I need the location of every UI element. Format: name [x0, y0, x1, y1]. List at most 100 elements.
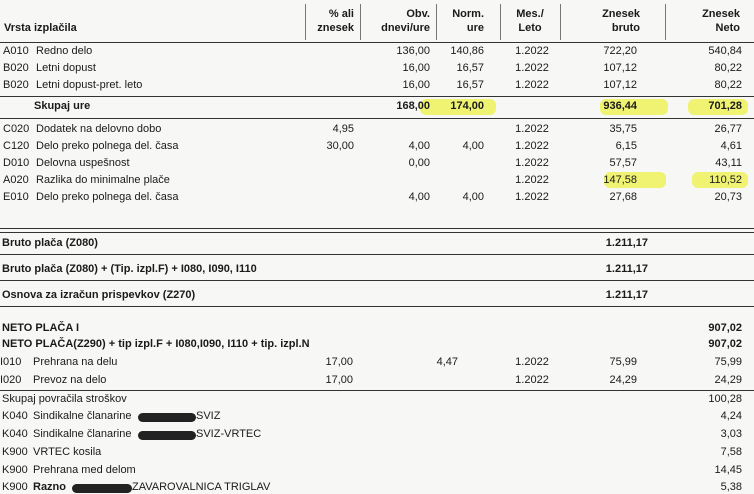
gross: 6,15	[615, 140, 637, 152]
gross: 1.211,17	[605, 289, 648, 301]
period: 1.2022	[515, 79, 549, 91]
total-label: Bruto plača (Z080) + (Tip. izpl.F) + I08…	[2, 263, 257, 275]
code: I020	[0, 374, 22, 386]
item-suffix: SVIZ	[196, 410, 221, 422]
gross: 147,58	[603, 174, 637, 186]
period: 1.2022	[515, 62, 549, 74]
column-header: Norm.	[452, 8, 484, 20]
gross: 57,57	[609, 157, 637, 169]
net: 5,38	[720, 481, 742, 493]
rule	[0, 254, 754, 255]
code: E010	[3, 191, 29, 203]
period: 1.2022	[515, 45, 549, 57]
redaction	[72, 484, 132, 493]
net: 80,22	[714, 62, 742, 74]
column-header: bruto	[611, 22, 640, 34]
highlight	[604, 172, 666, 188]
total-label: Osnova za izračun prispevkov (Z270)	[2, 289, 196, 301]
gross: 107,12	[603, 79, 637, 91]
column-header: Leto	[518, 22, 542, 34]
net-label: NETO PLAČA(Z290) + tip izpl.F + I080,I09…	[2, 338, 310, 350]
net: 24,29	[714, 374, 742, 386]
gross: 722,20	[603, 45, 637, 57]
column-header: Mes./	[516, 8, 544, 20]
rule	[0, 96, 754, 97]
percent: 30,00	[326, 140, 354, 152]
gross: 1.211,17	[605, 237, 648, 249]
item-name: Razlika do minimalne plače	[36, 174, 170, 186]
net: 26,77	[714, 123, 742, 135]
column-divider	[665, 4, 666, 40]
norm: 16,57	[456, 79, 484, 91]
net: 3,03	[720, 428, 742, 440]
net: 14,45	[714, 464, 742, 476]
item-name: Prehrana med delom	[33, 464, 136, 476]
days: 4,00	[408, 140, 430, 152]
rule	[0, 228, 754, 229]
net: 907,02	[708, 322, 742, 334]
item-name: Letni dopust	[36, 62, 96, 74]
highlight	[420, 99, 496, 115]
net: 4,24	[720, 410, 742, 422]
net-label: NETO PLAČA I	[2, 322, 80, 334]
period: 1.2022	[515, 140, 549, 152]
redaction	[138, 431, 196, 440]
period: 1.2022	[515, 157, 549, 169]
rule	[0, 232, 754, 233]
net: 907,02	[708, 338, 742, 350]
code: I010	[0, 356, 22, 368]
code: C020	[3, 123, 30, 135]
item-name: Delo preko polnega del. časa	[36, 140, 179, 152]
net: 540,84	[708, 45, 742, 57]
total-label: Bruto plača (Z080)	[2, 237, 98, 249]
item-suffix: SVIZ-VRTEC	[196, 428, 262, 440]
period: 1.2022	[515, 191, 549, 203]
net: 75,99	[714, 356, 742, 368]
rule	[0, 306, 754, 307]
code: K900	[2, 481, 28, 493]
item-name: Delo preko polnega del. časa	[36, 191, 179, 203]
column-header: Znesek	[702, 8, 740, 20]
column-header: Obv.	[406, 8, 430, 20]
period: 1.2022	[515, 123, 549, 135]
gross: 35,75	[609, 123, 637, 135]
net: 80,22	[714, 79, 742, 91]
period: 1.2022	[515, 374, 549, 386]
item-name: Skupaj ure	[34, 100, 91, 112]
column-divider	[360, 4, 361, 40]
code: C120	[3, 140, 30, 152]
highlight	[600, 99, 668, 115]
net: 20,73	[714, 191, 742, 203]
column-header: % ali	[328, 8, 354, 20]
norm: 4,00	[462, 191, 484, 203]
norm: 16,57	[456, 62, 484, 74]
net: 100,28	[708, 393, 742, 405]
net: 7,58	[720, 446, 742, 458]
days: 168,00	[396, 100, 430, 112]
item-name: Razno	[33, 481, 66, 493]
gross: 107,12	[603, 62, 637, 74]
days: 16,00	[402, 62, 430, 74]
code: A020	[3, 174, 29, 186]
days: 4,00	[408, 191, 430, 203]
norm: 174,00	[450, 100, 484, 112]
norm: 4,00	[462, 140, 484, 152]
column-header: Neto	[715, 22, 740, 34]
column-divider	[500, 4, 501, 40]
gross: 24,29	[609, 374, 637, 386]
period: 1.2022	[515, 174, 549, 186]
gross: 75,99	[609, 356, 637, 368]
days: 136,00	[396, 45, 430, 57]
net: 43,11	[715, 157, 742, 169]
gross: 1.211,17	[605, 263, 648, 275]
item-name: Prehrana na delu	[33, 356, 118, 368]
column-divider	[436, 4, 437, 40]
code: D010	[3, 157, 30, 169]
code: K040	[2, 410, 28, 422]
rule	[0, 118, 754, 119]
item-name: Letni dopust-pret. leto	[36, 79, 143, 91]
days: 17,00	[325, 356, 353, 368]
code: K040	[2, 428, 28, 440]
rule	[0, 390, 754, 391]
